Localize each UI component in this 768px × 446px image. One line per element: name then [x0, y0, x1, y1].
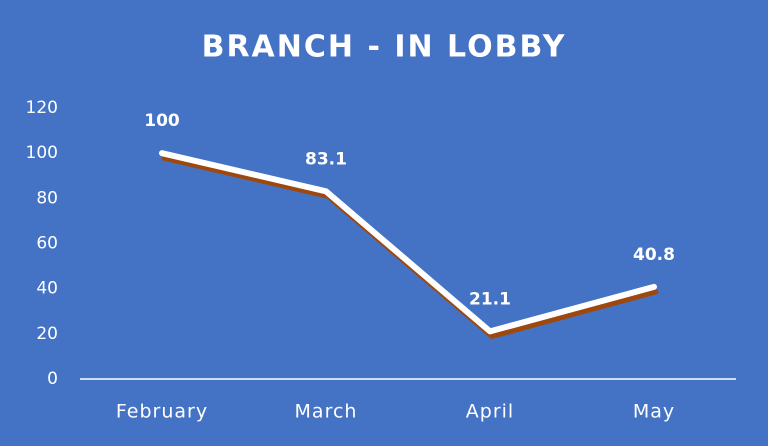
y-tick-label: 40	[36, 279, 58, 299]
y-tick-label: 100	[26, 143, 58, 163]
data-label: 83.1	[305, 149, 347, 169]
data-label: 21.1	[469, 289, 511, 309]
y-tick-label: 120	[26, 98, 58, 118]
y-tick-label: 80	[36, 188, 58, 208]
x-tick-label: May	[633, 401, 675, 423]
y-tick-label: 60	[36, 234, 58, 254]
x-tick-label: February	[116, 401, 208, 423]
y-tick-label: 0	[47, 369, 58, 389]
chart-title: BRANCH - IN LOBBY	[202, 30, 567, 65]
line	[159, 150, 657, 335]
data-label: 40.8	[633, 245, 675, 265]
y-tick-label: 20	[36, 324, 58, 344]
x-tick-label: April	[466, 401, 514, 423]
x-tick-label: March	[295, 401, 358, 423]
data-label: 100	[144, 111, 180, 131]
